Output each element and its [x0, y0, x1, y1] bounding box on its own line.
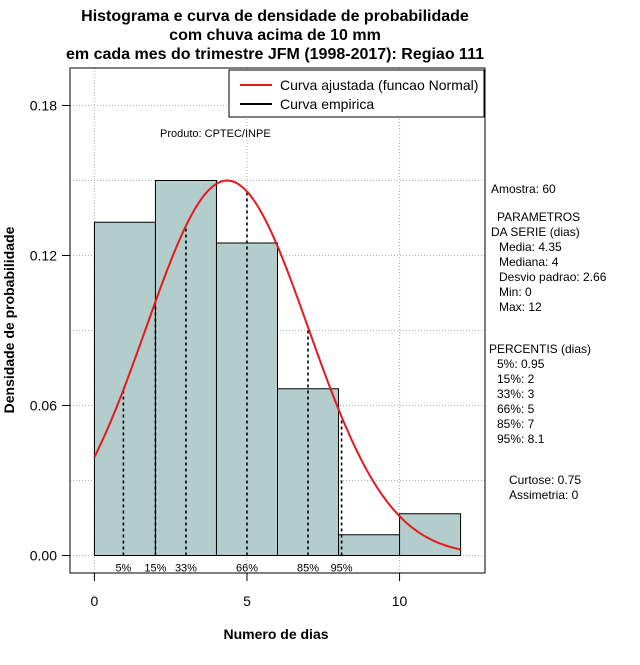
percentile-label-15pct: 15%	[144, 563, 166, 575]
stat-amostra: Amostra: 60	[491, 182, 556, 196]
bar-layer	[93, 180, 462, 556]
stat-min: Min: 0	[499, 285, 532, 299]
stat-p15: 15%: 2	[497, 372, 535, 386]
stat-parametros-title-1: PARAMETROS	[497, 210, 580, 224]
percentile-label-95pct: 95%	[331, 563, 353, 575]
histogram-bar-6	[399, 513, 462, 556]
stat-p95: 95%: 8.1	[497, 432, 545, 446]
stat-parametros-title-2: DA SERIE (dias)	[491, 225, 580, 239]
chart-title-line-3: em cada mes do trimestre JFM (1998-2017)…	[66, 46, 484, 63]
percentile-label-66pct: 66%	[236, 563, 258, 575]
x-tick-label: 10	[392, 593, 408, 609]
fitted-curve-layer	[93, 179, 461, 551]
stat-percentis-title: PERCENTIS (dias)	[489, 342, 591, 356]
legend-label-empirical: Curva empirica	[280, 96, 374, 112]
chart-title-line-1: Histograma e curva de densidade de proba…	[81, 8, 469, 25]
x-tick-label: 5	[243, 593, 251, 609]
legend-box	[228, 69, 485, 118]
legend-label-fitted: Curva ajustada (funcao Normal)	[280, 77, 478, 93]
stat-curtose: Curtose: 0.75	[509, 473, 581, 487]
stats-panel: Amostra: 60 PARAMETROS DA SERIE (dias) M…	[489, 182, 607, 502]
stat-max: Max: 12	[499, 300, 542, 314]
y-axis-label: Densidade de probabilidade	[1, 226, 17, 413]
stat-media: Media: 4.35	[499, 240, 562, 254]
legend: Curva ajustada (funcao Normal) Curva emp…	[228, 69, 485, 118]
histogram-bar-1	[93, 221, 156, 556]
y-tick-label: 0.00	[30, 548, 57, 564]
product-annotation: Produto: CPTEC/INPE	[160, 128, 271, 140]
y-tick-label: 0.12	[30, 248, 57, 264]
percentile-label-85pct: 85%	[297, 563, 319, 575]
histogram-bar-5	[338, 534, 401, 556]
percentile-label-33pct: 33%	[175, 563, 197, 575]
stat-p66: 66%: 5	[497, 402, 535, 416]
x-tick-label: 0	[91, 593, 99, 609]
axis-layer: 0 5 10 0.00 0.06 0.12 0.18	[30, 98, 408, 610]
y-tick-label: 0.06	[30, 398, 57, 414]
y-tick-label: 0.18	[30, 98, 57, 114]
percentile-lines-layer: 5% 15% 33% 66% 85% 95%	[115, 191, 353, 575]
stat-p5: 5%: 0.95	[497, 357, 545, 371]
stat-p85: 85%: 7	[497, 417, 535, 431]
stat-p33: 33%: 3	[497, 387, 535, 401]
stat-assimetria: Assimetria: 0	[509, 488, 579, 502]
percentile-label-5pct: 5%	[115, 563, 131, 575]
stat-mediana: Mediana: 4	[499, 255, 559, 269]
chart-title-line-2: com chuva acima de 10 mm	[169, 27, 381, 44]
x-axis-label: Numero de dias	[223, 626, 328, 642]
fitted-normal-curve	[93, 179, 461, 551]
stat-desvio: Desvio padrao: 2.66	[499, 270, 607, 284]
